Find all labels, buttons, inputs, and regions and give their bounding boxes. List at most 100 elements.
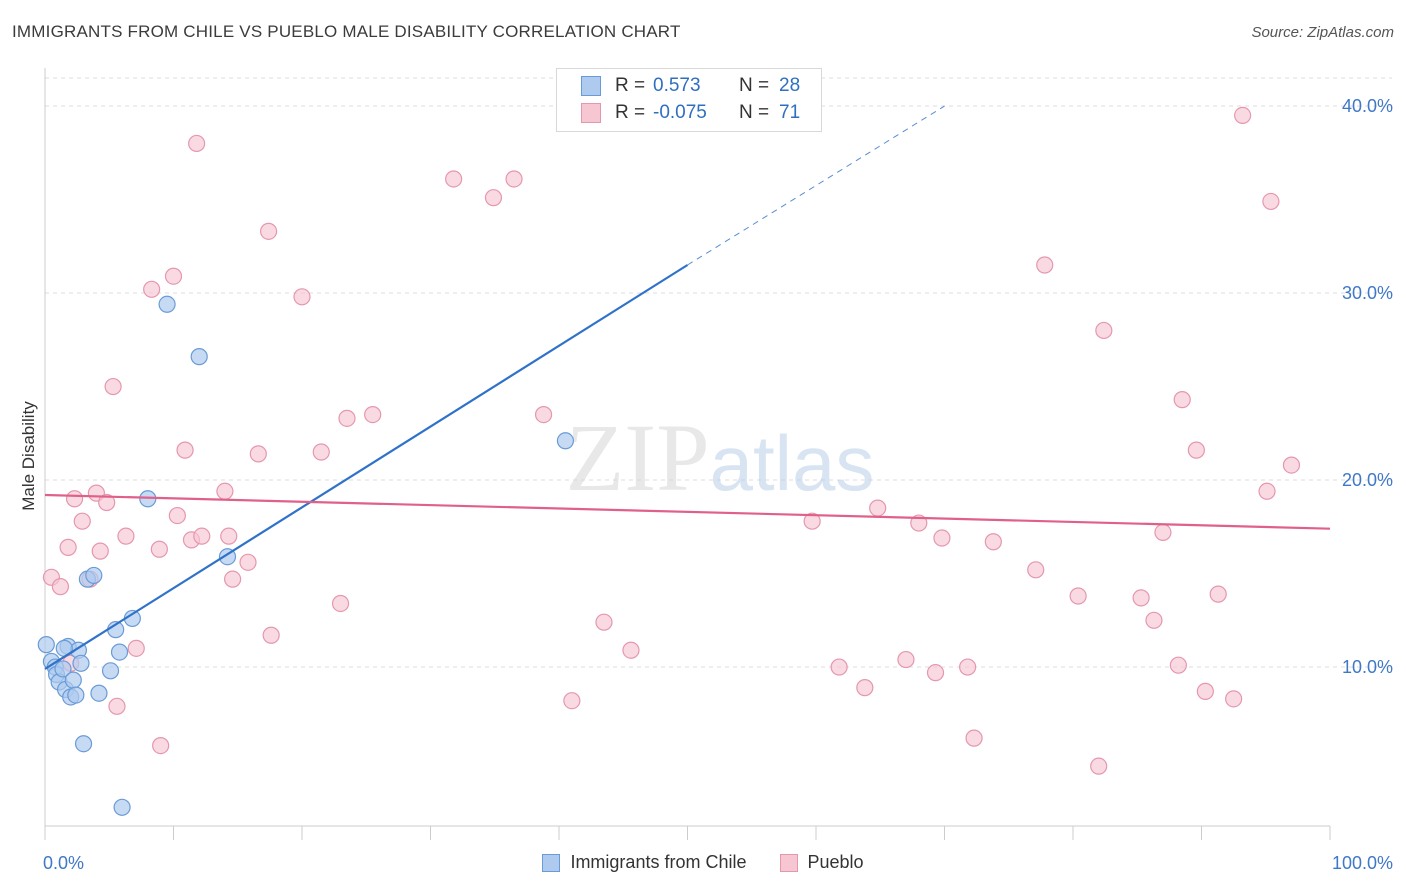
legend-label-pueblo: Pueblo	[807, 852, 864, 872]
pueblo-point	[150, 540, 168, 558]
pueblo-point	[239, 553, 257, 571]
pueblo-point	[1258, 482, 1276, 500]
chile-point	[67, 686, 85, 704]
chile-point	[556, 432, 575, 450]
y-tick-label: 10.0%	[1342, 657, 1393, 677]
series-legend: Immigrants from Chile Pueblo	[0, 852, 1406, 877]
pueblo-point	[98, 493, 116, 512]
pueblo-point	[216, 482, 234, 500]
pueblo-point	[164, 267, 183, 285]
pueblo-point	[926, 664, 945, 682]
x-tick-label: 0.0%	[43, 853, 84, 873]
pueblo-point	[331, 594, 350, 613]
pueblo-point	[984, 533, 1002, 551]
pueblo-point	[505, 170, 523, 188]
chile-point	[85, 566, 103, 585]
gridlines	[45, 77, 1392, 668]
legend-swatch-pueblo	[779, 853, 798, 872]
pueblo-point	[104, 377, 122, 396]
chile-point	[74, 735, 93, 753]
trend-lines	[44, 105, 1331, 670]
pueblo-point	[262, 626, 280, 644]
pueblo-point	[108, 697, 126, 715]
axes	[44, 68, 1331, 840]
pueblo-point	[803, 512, 821, 530]
y-axis-label: Male Disability	[19, 401, 38, 511]
chile-point	[90, 684, 108, 702]
stats-row-chile: R = 0.573 N = 28	[581, 73, 800, 99]
pueblo-point	[364, 406, 382, 424]
pueblo-point	[312, 443, 330, 461]
chile-point	[113, 798, 131, 816]
pueblo-point	[1145, 611, 1163, 629]
pueblo-point	[1169, 656, 1187, 674]
pueblo-point	[1196, 682, 1214, 700]
pueblo-point	[1154, 523, 1172, 542]
pueblo-point	[1027, 561, 1045, 579]
chile-point	[54, 660, 72, 678]
pueblo-point	[869, 499, 887, 517]
watermark-zip: ZIP	[566, 404, 710, 511]
pueblo-point	[1234, 106, 1252, 125]
legend-item-chile[interactable]: Immigrants from Chile	[542, 852, 746, 873]
y-tick-label: 30.0%	[1342, 283, 1393, 303]
pueblo-point	[534, 406, 553, 424]
pueblo-point	[176, 441, 194, 459]
pueblo-point	[563, 692, 581, 710]
n-value-pueblo: 71	[779, 102, 801, 123]
pueblo-point	[1132, 589, 1150, 607]
chile-point	[37, 636, 55, 654]
pueblo-point	[168, 506, 186, 525]
pueblo-point	[51, 578, 70, 596]
stats-row-pueblo: R = -0.075 N = 71	[581, 100, 800, 126]
watermark: ZIPatlas	[566, 404, 875, 511]
pueblo-point	[1262, 192, 1280, 211]
chile-swatch	[581, 76, 601, 96]
pueblo-point	[959, 658, 977, 676]
pueblo-point	[1036, 256, 1054, 274]
r-value-pueblo: -0.075	[653, 102, 707, 123]
pueblo-point	[193, 527, 211, 545]
n-value-chile: 28	[779, 75, 801, 96]
chile-point	[72, 654, 90, 672]
stats-legend: R = 0.573 N = 28 R = -0.075 N = 71	[556, 68, 822, 132]
n-label: N =	[739, 102, 770, 123]
chile-points	[37, 295, 575, 816]
pueblo-point	[188, 134, 206, 153]
pueblo-point	[1173, 391, 1191, 409]
pueblo-point	[249, 445, 267, 463]
pueblo-point	[59, 538, 77, 556]
pueblo-point	[965, 729, 983, 747]
pueblo-point	[73, 512, 91, 530]
pueblo-point	[856, 679, 874, 697]
r-label: R =	[615, 102, 646, 123]
chile-point	[190, 348, 208, 366]
pueblo-point	[595, 613, 613, 631]
pueblo-point	[1282, 456, 1301, 474]
r-label: R =	[615, 75, 646, 96]
chile-point	[110, 643, 129, 661]
pueblo-point	[1225, 690, 1243, 708]
pueblo-point	[143, 280, 161, 298]
pueblo-point	[127, 639, 145, 657]
pueblo-point	[830, 658, 848, 676]
pueblo-point	[1187, 441, 1205, 459]
tick-labels: 10.0% 20.0% 30.0% 40.0% 0.0% 100.0%	[43, 96, 1393, 873]
source-credit: Source: ZipAtlas.com	[1251, 24, 1394, 41]
pueblo-point	[933, 529, 951, 547]
n-label: N =	[739, 75, 770, 96]
pueblo-point	[65, 490, 84, 508]
legend-label-chile: Immigrants from Chile	[570, 852, 747, 872]
pueblo-point	[484, 189, 503, 207]
pueblo-point	[897, 650, 915, 669]
legend-item-pueblo[interactable]: Pueblo	[779, 852, 864, 873]
pueblo-point	[224, 570, 242, 588]
pueblo-point	[259, 222, 278, 240]
chile-point	[64, 671, 82, 689]
y-tick-label: 40.0%	[1342, 96, 1393, 116]
pueblo-point	[1090, 757, 1108, 775]
pueblo-point	[152, 736, 170, 755]
pueblo-point	[220, 527, 238, 545]
pueblo-point	[1095, 321, 1113, 340]
